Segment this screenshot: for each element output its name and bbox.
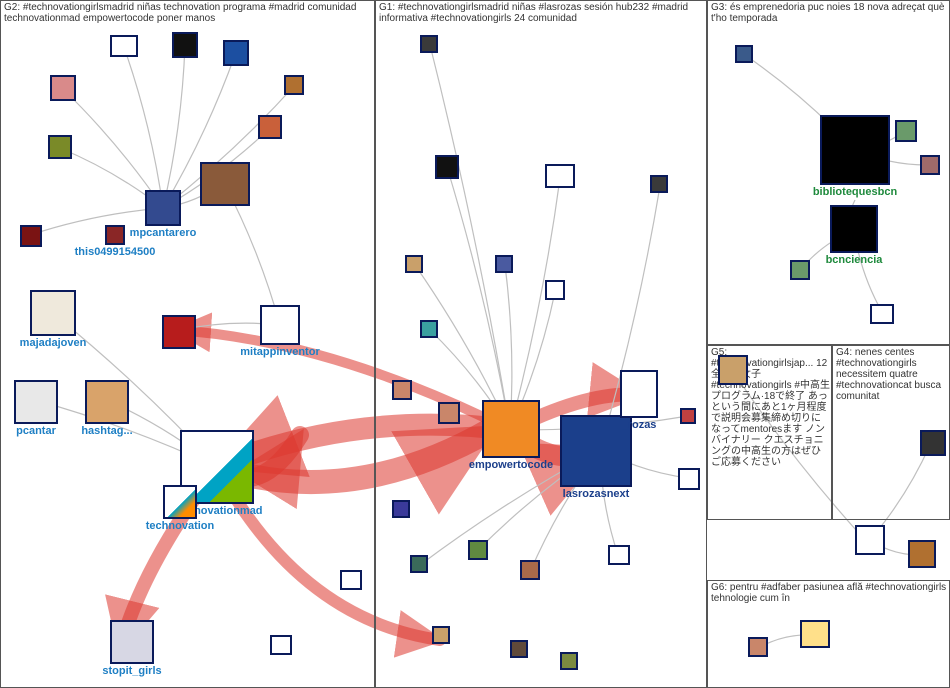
profile-node[interactable] [200, 162, 250, 206]
node-bcnciencia[interactable] [830, 205, 878, 253]
profile-node[interactable] [162, 315, 196, 349]
node-hashtag[interactable] [85, 380, 129, 424]
node-label-bcnciencia: bcnciencia [826, 254, 883, 266]
profile-node[interactable] [50, 75, 76, 101]
node-stopit_girls[interactable] [110, 620, 154, 664]
profile-node[interactable] [790, 260, 810, 280]
profile-node[interactable] [735, 45, 753, 63]
group-label-G4: G4: nenes centes #technovationgirls nece… [834, 346, 950, 403]
profile-node[interactable] [748, 637, 768, 657]
profile-node[interactable] [510, 640, 528, 658]
profile-node[interactable] [520, 560, 540, 580]
node-label-lasrozasnext: lasrozasnext [563, 488, 630, 500]
profile-node[interactable] [495, 255, 513, 273]
profile-node[interactable] [420, 320, 438, 338]
node-label-mitappinventor: mitappinventor [240, 346, 319, 358]
node-label-this0499: this0499154500 [75, 246, 156, 258]
profile-node[interactable] [410, 555, 428, 573]
group-box-G1 [375, 0, 707, 688]
network-graph-canvas: G2: #technovationgirlsmadrid niñas techn… [0, 0, 950, 688]
profile-node[interactable] [48, 135, 72, 159]
profile-node[interactable] [223, 40, 249, 66]
group-label-G3: G3: és emprenedoria puc noies 18 nova ad… [709, 1, 950, 25]
profile-node[interactable] [468, 540, 488, 560]
profile-node[interactable] [545, 280, 565, 300]
node-label-stopit_girls: stopit_girls [102, 665, 161, 677]
group-label-G2: G2: #technovationgirlsmadrid niñas techn… [2, 1, 375, 25]
node-label-pcantar: pcantar [16, 425, 56, 437]
profile-node[interactable] [340, 570, 362, 590]
node-rozas[interactable] [620, 370, 658, 418]
group-label-G1: G1: #technovationgirlsmadrid niñas #lasr… [377, 1, 707, 25]
profile-node[interactable] [420, 35, 438, 53]
profile-node[interactable] [545, 164, 575, 188]
node-label-empowertocode: empowertocode [469, 459, 553, 471]
profile-node[interactable] [908, 540, 936, 568]
profile-node[interactable] [870, 304, 894, 324]
profile-node[interactable] [920, 430, 946, 456]
profile-node[interactable] [678, 468, 700, 490]
profile-node[interactable] [392, 500, 410, 518]
profile-node[interactable] [718, 355, 748, 385]
node-label-rozas: _rozas [622, 419, 657, 431]
node-mpcantarero[interactable] [145, 190, 181, 226]
node-majadajoven[interactable] [30, 290, 76, 336]
profile-node[interactable] [680, 408, 696, 424]
profile-node[interactable] [650, 175, 668, 193]
profile-node[interactable] [432, 626, 450, 644]
group-label-G6: G6: pentru #adfaber pasiunea află #techn… [709, 581, 950, 605]
profile-node[interactable] [608, 545, 630, 565]
node-technovation[interactable] [163, 485, 197, 519]
profile-node[interactable] [435, 155, 459, 179]
node-pcantar[interactable] [14, 380, 58, 424]
profile-node[interactable] [392, 380, 412, 400]
node-biblio[interactable] [820, 115, 890, 185]
profile-node[interactable] [405, 255, 423, 273]
profile-node[interactable] [920, 155, 940, 175]
profile-node[interactable] [270, 635, 292, 655]
profile-node[interactable] [110, 35, 138, 57]
node-label-hashtag: hashtag... [81, 425, 132, 437]
profile-node[interactable] [800, 620, 830, 648]
profile-node[interactable] [560, 652, 578, 670]
node-empowertocode[interactable] [482, 400, 540, 458]
profile-node[interactable] [284, 75, 304, 95]
node-label-mpcantarero: mpcantarero [130, 227, 197, 239]
node-this0499[interactable] [105, 225, 125, 245]
profile-node[interactable] [172, 32, 198, 58]
node-mitappinventor[interactable] [260, 305, 300, 345]
profile-node[interactable] [855, 525, 885, 555]
profile-node[interactable] [258, 115, 282, 139]
node-label-majadajoven: majadajoven [20, 337, 87, 349]
profile-node[interactable] [438, 402, 460, 424]
node-label-biblio: bibliotequesbcn [813, 186, 897, 198]
profile-node[interactable] [895, 120, 917, 142]
node-label-technovation: technovation [146, 520, 214, 532]
profile-node[interactable] [20, 225, 42, 247]
